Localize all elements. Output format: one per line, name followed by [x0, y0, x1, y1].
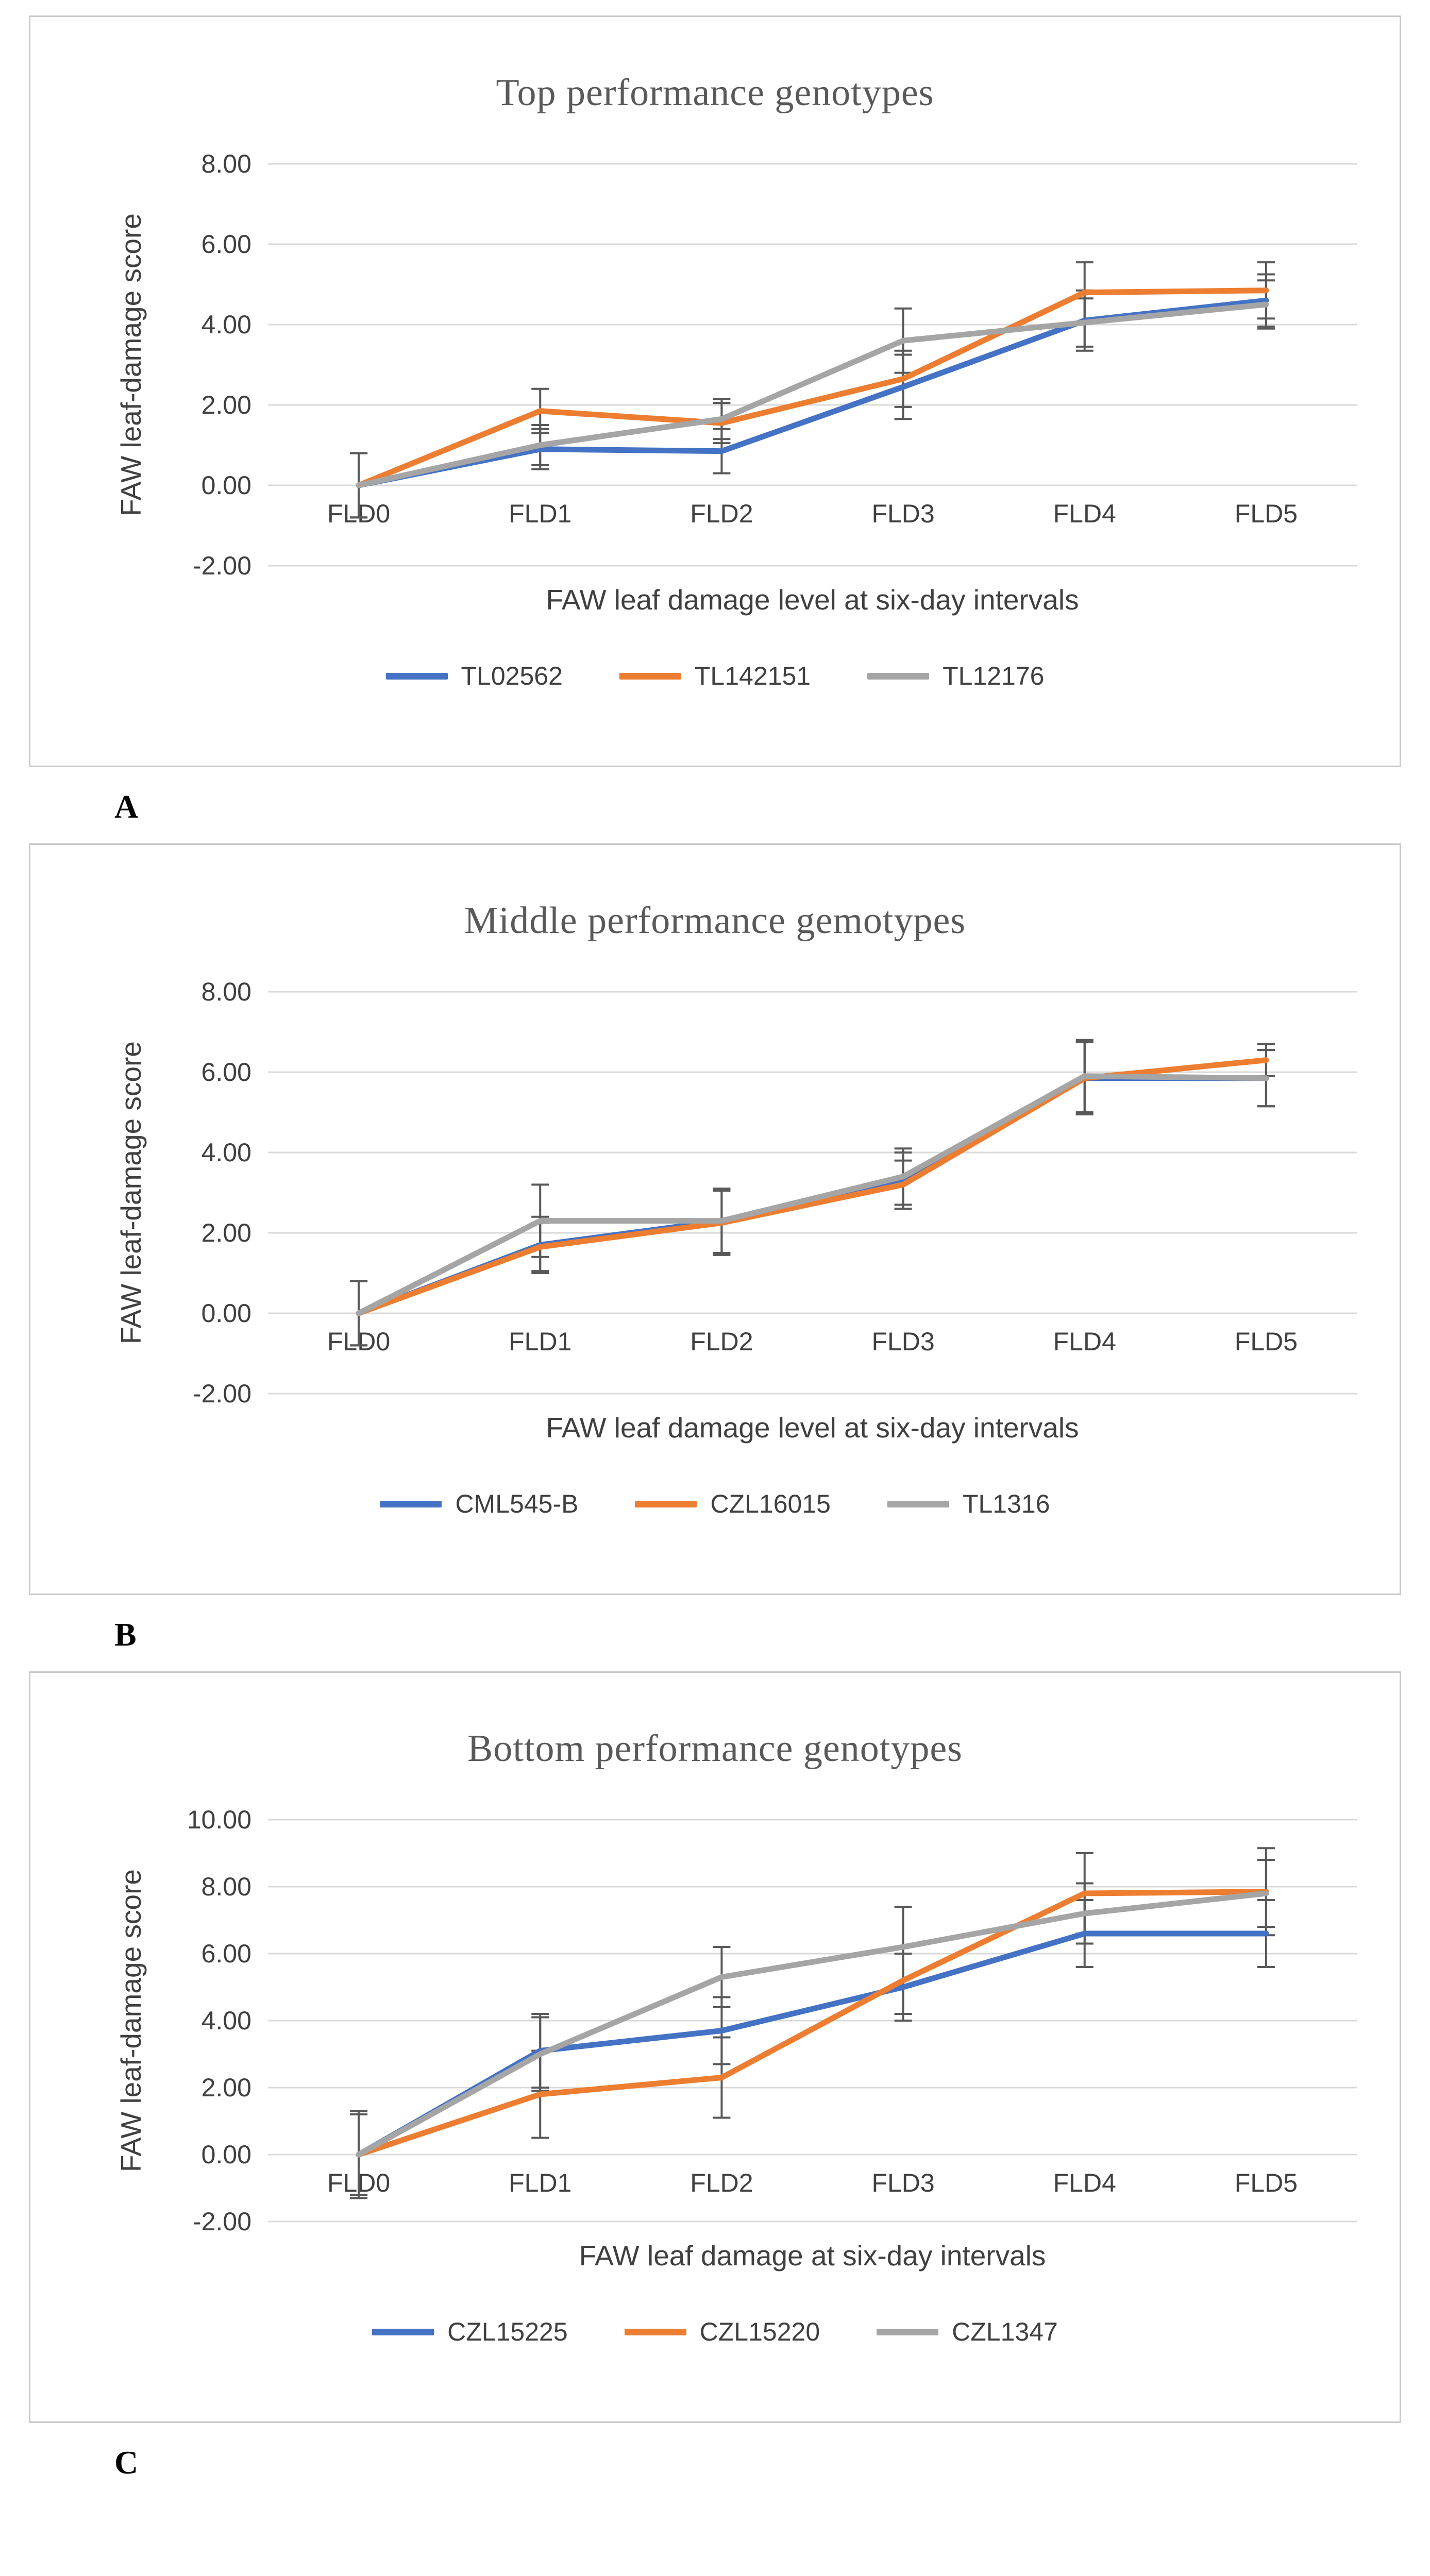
series-line-TL142151: [356, 287, 1269, 488]
x-category-label: FLD2: [690, 2168, 753, 2197]
y-tick-label: 2.00: [201, 2073, 251, 2102]
y-axis-title: FAW leaf-damage score: [115, 1041, 147, 1344]
y-tick-label: -2.00: [193, 1379, 251, 1408]
panel-label-c: C: [114, 2444, 139, 2481]
series-line-TL1316: [356, 1073, 1269, 1316]
y-axis-title: FAW leaf-damage score: [115, 213, 147, 516]
chart-title: Bottom performance genotypes: [467, 1727, 963, 1770]
y-tick-label: 6.00: [201, 1058, 251, 1087]
line-chart: 8.00 6.00 4.00 2.00 0.00 -2.00 FLD0 FLD1 FLD2 FLD…: [30, 143, 1400, 633]
panel-label-b: B: [114, 1616, 137, 1653]
y-tick-label: 0.00: [201, 471, 251, 500]
y-tick-label: 2.00: [201, 1218, 251, 1247]
series-line-CZL15220: [356, 1889, 1269, 2158]
x-axis-title: FAW leaf damage level at six-day interva…: [546, 584, 1079, 616]
x-category-label: FLD5: [1234, 499, 1297, 528]
legend-item: CZL15220: [624, 2317, 820, 2347]
y-tick-label: -2.00: [193, 2207, 251, 2236]
legend-swatch: [385, 672, 448, 680]
x-category-label: FLD2: [690, 1327, 753, 1356]
legend-swatch: [624, 2328, 686, 2335]
x-category-label: FLD5: [1234, 1327, 1297, 1356]
legend-swatch: [619, 672, 681, 680]
legend-label: TL12176: [943, 662, 1045, 690]
legend-label: CZL1347: [952, 2317, 1058, 2346]
x-category-label: FLD3: [871, 2168, 934, 2197]
chart-legend: CZL15225 CZL15220 CZL1347: [30, 2317, 1400, 2347]
chart-title: Middle performance gemotypes: [464, 900, 966, 942]
chart-panel-top: Top performance genotypes 8.00 6.00 4.00 2.…: [29, 15, 1401, 767]
x-category-label: FLD2: [690, 499, 753, 528]
legend-label: TL02562: [461, 662, 563, 690]
legend-label: CML545-B: [455, 1489, 579, 1518]
legend-item: CZL16015: [635, 1489, 831, 1519]
legend-label: CZL15220: [699, 2317, 820, 2346]
series-line-CML545-B: [356, 1075, 1269, 1316]
x-category-label: FLD1: [509, 499, 571, 528]
x-category-label: FLD4: [1053, 1327, 1116, 1356]
y-tick-label: 0.00: [201, 2140, 251, 2169]
legend-item: CZL15225: [372, 2317, 568, 2347]
x-category-label: FLD4: [1053, 2168, 1116, 2197]
y-tick-label: 0.00: [201, 1299, 251, 1328]
x-category-label: FLD1: [509, 1327, 571, 1356]
y-tick-label: 4.00: [201, 2006, 251, 2035]
y-tick-label: 6.00: [201, 230, 251, 259]
y-tick-label: 10.00: [187, 1805, 251, 1834]
legend-label: CZL15225: [447, 2317, 568, 2346]
legend-label: TL142151: [694, 662, 811, 690]
y-axis-title: FAW leaf-damage score: [115, 1869, 147, 2172]
chart-legend: TL02562 TL142151 TL12176: [30, 661, 1400, 691]
series-line-TL12176: [356, 301, 1269, 488]
series-line-CZL16015: [356, 1057, 1269, 1316]
y-tick-label: -2.00: [193, 551, 251, 580]
legend-item: CML545-B: [380, 1489, 578, 1519]
legend-item: TL1316: [887, 1489, 1050, 1519]
x-category-label: FLD4: [1053, 499, 1116, 528]
x-category-label: FLD3: [871, 1327, 934, 1356]
chart-title: Top performance genotypes: [496, 72, 934, 114]
legend-label: CZL16015: [710, 1489, 831, 1518]
series-line-CZL15225: [356, 1930, 1269, 2158]
x-category-label: FLD3: [871, 499, 934, 528]
legend-item: TL12176: [867, 661, 1044, 691]
chart-legend: CML545-B CZL16015 TL1316: [30, 1489, 1400, 1519]
y-tick-label: 8.00: [201, 1872, 251, 1901]
x-axis-title: FAW leaf damage level at six-day interva…: [546, 1412, 1079, 1444]
x-axis-title: FAW leaf damage at six-day intervals: [579, 2240, 1046, 2272]
line-chart: 8.00 6.00 4.00 2.00 0.00 -2.00 FLD0 FLD1 FLD2 FLD…: [30, 971, 1400, 1461]
legend-item: TL02562: [385, 661, 563, 691]
series-line-CZL1347: [356, 1890, 1269, 2158]
legend-swatch: [635, 1500, 697, 1507]
y-tick-label: 8.00: [201, 149, 251, 178]
legend-swatch: [877, 2328, 939, 2335]
legend-swatch: [372, 2328, 434, 2335]
legend-swatch: [380, 1500, 442, 1507]
chart-panel-bottom: Bottom performance genotypes 10.00 8.00 6.…: [29, 1671, 1401, 2423]
y-tick-label: 4.00: [201, 310, 251, 339]
line-chart: 10.00 8.00 6.00 4.00 2.00 0.00 -2.00 FLD0 FLD1 FL…: [30, 1799, 1400, 2289]
x-category-label: FLD1: [509, 2168, 571, 2197]
y-tick-label: 2.00: [201, 391, 251, 419]
legend-item: CZL1347: [877, 2317, 1058, 2347]
y-tick-label: 8.00: [201, 977, 251, 1006]
legend-swatch: [887, 1500, 949, 1507]
y-tick-label: 4.00: [201, 1138, 251, 1167]
legend-label: TL1316: [962, 1489, 1050, 1518]
legend-item: TL142151: [619, 661, 811, 691]
legend-swatch: [867, 672, 930, 680]
chart-panel-middle: Middle performance gemotypes 8.00 6.00 4.0…: [29, 843, 1401, 1595]
y-tick-label: 6.00: [201, 1939, 251, 1968]
panel-label-a: A: [114, 788, 139, 825]
x-category-label: FLD5: [1234, 2168, 1297, 2197]
